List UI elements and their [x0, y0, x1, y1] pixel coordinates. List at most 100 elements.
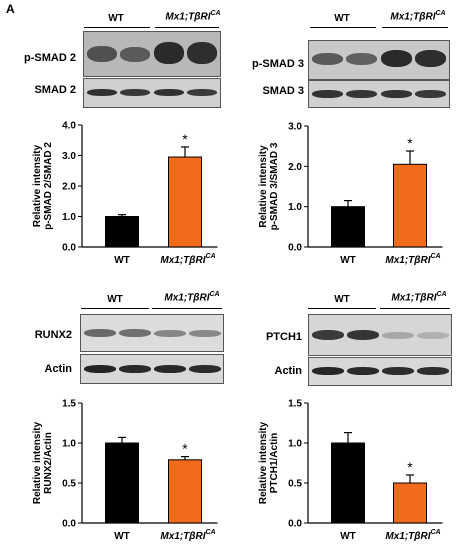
- bar: [331, 442, 365, 524]
- blot-band: [417, 332, 449, 339]
- y-tick-label: 2.0: [288, 162, 302, 173]
- blot-band: [189, 365, 221, 373]
- blot-band: [312, 330, 344, 340]
- blot-band: [381, 50, 412, 67]
- y-tick-label: 0.0: [62, 519, 76, 530]
- blot-band: [189, 330, 221, 337]
- bar-chart-psmad3: 0.0 1.0 2.0 3.0 Relative intensity p-SMAD 3/S…: [258, 122, 443, 266]
- blot-panel-smad2: WT Mx1;TβRICA p-SMAD 2 SMAD 2: [0, 0, 230, 120]
- group-header-wt: WT: [107, 294, 123, 305]
- x-tick-label-text: Mx1;TβRI: [160, 531, 205, 542]
- group-line-wt: [308, 308, 376, 309]
- y-axis-label: p-SMAD 3/SMAD 3: [269, 142, 280, 230]
- blot-band: [347, 330, 379, 340]
- blot-band: [120, 89, 150, 96]
- mx-base: Mx1;T: [164, 292, 194, 304]
- significance-marker: *: [407, 459, 413, 475]
- group-header-mx: Mx1;TβRICA: [378, 291, 460, 303]
- bar: [331, 206, 365, 248]
- x-tick-label-text: Mx1;TβRI: [385, 531, 430, 542]
- blot-band: [119, 365, 151, 373]
- mx-base: Mx1;T: [165, 11, 195, 23]
- bar: [393, 482, 427, 524]
- y-tick-label: 0.5: [62, 479, 76, 490]
- x-tick-label: Mx1;TβRICA: [160, 253, 215, 266]
- blot-band: [346, 90, 377, 98]
- group-line-mx: [152, 308, 222, 309]
- bar: [393, 163, 427, 248]
- mx-sup: CA: [210, 10, 221, 17]
- blot-row-label: p-SMAD 2: [24, 52, 76, 64]
- y-tick-label: 3.0: [62, 151, 76, 162]
- x-tick-label-sup: CA: [205, 529, 215, 536]
- x-tick-label: WT: [114, 255, 130, 266]
- bar-chart-ptch1: 0.0 0.5 1.0 1.5 Relative intensity PTCH1/Acti…: [258, 399, 443, 542]
- significance-marker: *: [182, 441, 188, 457]
- x-tick-label-text: Mx1;TβRI: [385, 255, 430, 266]
- x-tick-label: Mx1;TβRICA: [385, 529, 440, 542]
- blot-band: [417, 367, 449, 375]
- blot-panel-smad3: WT Mx1;TβRICA p-SMAD 3 SMAD 3: [230, 0, 461, 120]
- x-tick-label-text: Mx1;TβRI: [160, 255, 205, 266]
- blot-row-label: Actin: [44, 363, 73, 375]
- blot-strip: [308, 40, 450, 80]
- blot-row-label: PTCH1: [265, 331, 302, 343]
- bar: [105, 216, 139, 248]
- blot-band: [415, 90, 446, 98]
- blot-strip: [308, 314, 452, 356]
- y-axis-label: p-SMAD 2/SMAD 2: [43, 142, 54, 230]
- blot-band: [346, 53, 377, 65]
- mx-greek: βRI: [419, 11, 436, 23]
- bar: [168, 156, 202, 248]
- y-tick-label: 4.0: [62, 121, 76, 132]
- blot-strip: [308, 357, 452, 386]
- blot-band: [119, 329, 151, 337]
- y-tick-label: 0.0: [62, 243, 76, 254]
- blot-band: [382, 367, 414, 375]
- blot-strip: [83, 78, 221, 108]
- blot-band: [187, 42, 217, 64]
- y-tick-label: 1.5: [62, 399, 76, 410]
- y-tick-label: 1.0: [288, 202, 302, 213]
- blot-band: [154, 330, 186, 337]
- group-line-wt: [84, 27, 150, 28]
- y-tick-label: 1.0: [62, 212, 76, 223]
- y-axis-label: Relative intensity: [32, 421, 43, 504]
- group-header-mx: Mx1;TβRICA: [153, 10, 233, 22]
- significance-marker: *: [407, 135, 413, 151]
- blot-band: [87, 89, 117, 96]
- group-header-wt: WT: [108, 13, 124, 24]
- group-header-wt: WT: [334, 294, 350, 305]
- bar: [168, 459, 202, 524]
- blot-band: [84, 365, 116, 373]
- blot-band: [347, 367, 379, 375]
- blot-band: [120, 47, 150, 62]
- mx-greek: βRI: [194, 11, 211, 23]
- mx-sup: CA: [436, 291, 447, 298]
- blot-band: [312, 367, 344, 375]
- blot-band: [84, 329, 116, 337]
- panel-letter: A: [6, 2, 15, 16]
- blot-band: [87, 46, 117, 62]
- x-tick-label-sup: CA: [205, 253, 215, 260]
- y-tick-label: 3.0: [288, 122, 302, 133]
- blot-strip: [308, 80, 450, 108]
- mx-sup: CA: [435, 10, 446, 17]
- group-line-mx: [382, 27, 448, 28]
- blot-band: [187, 89, 217, 96]
- group-line-wt: [81, 308, 149, 309]
- y-tick-label: 0.0: [288, 243, 302, 254]
- y-tick-label: 1.5: [288, 399, 302, 410]
- y-axis-label: Relative intensity: [258, 145, 269, 228]
- mx-greek: βRI: [193, 292, 210, 304]
- group-line-mx: [380, 308, 450, 309]
- group-header-mx: Mx1;TβRICA: [378, 10, 458, 22]
- group-header-wt: WT: [334, 13, 350, 24]
- y-tick-label: 1.0: [62, 439, 76, 450]
- y-axis-label: RUNX2/Actin: [43, 432, 54, 494]
- x-tick-label: Mx1;TβRICA: [385, 253, 440, 266]
- x-tick-label: Mx1;TβRICA: [160, 529, 215, 542]
- mx-greek: βRI: [420, 292, 437, 304]
- mx-sup: CA: [209, 291, 220, 298]
- blot-strip: [80, 314, 224, 352]
